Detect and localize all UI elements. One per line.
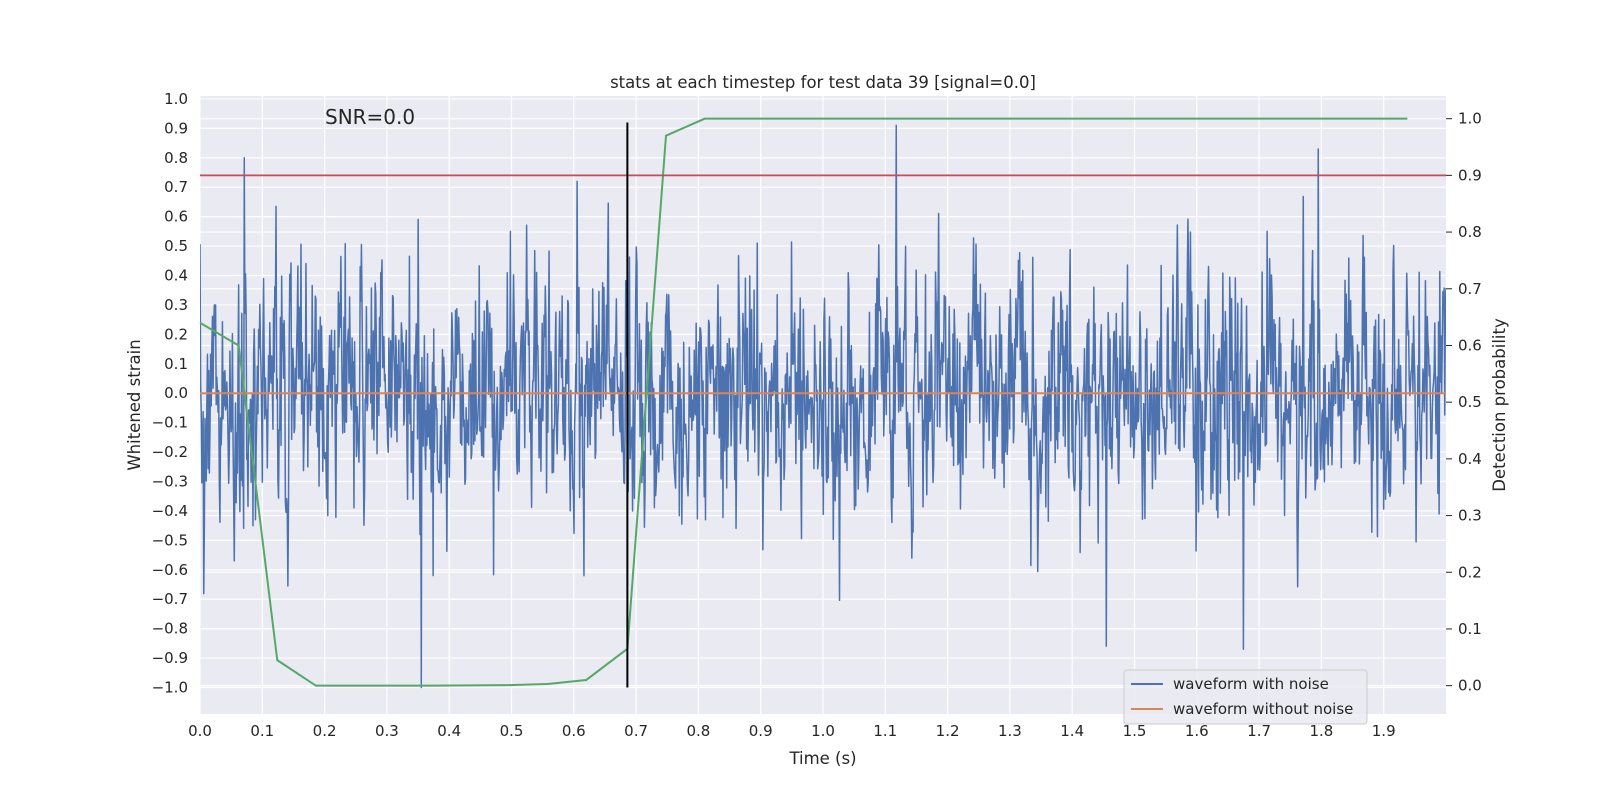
y-tick-label: 0.6: [164, 208, 188, 226]
series-waveform-with-noise: [200, 124, 1446, 689]
x-tick-label: 1.4: [1060, 722, 1084, 740]
y2-tick-label: 0.5: [1458, 393, 1482, 411]
x-tick-label: 1.3: [998, 722, 1022, 740]
x-tick-label: 1.0: [811, 722, 835, 740]
overlays: [200, 122, 1446, 688]
legend: waveform with noise waveform without noi…: [1123, 669, 1368, 725]
series-detection-probability: [199, 117, 1408, 687]
probability-line: [199, 117, 1408, 687]
y-tick-label: −0.8: [152, 620, 188, 638]
y-tick-label: 0.1: [164, 355, 188, 373]
y2-tick-label: 0.1: [1458, 620, 1482, 638]
y2-tick-label: 0.2: [1458, 563, 1482, 581]
x-tick-label: 0.1: [250, 722, 274, 740]
x-tick-label: 1.5: [1123, 722, 1147, 740]
y-tick-label: −0.9: [152, 649, 188, 667]
y-tick-label: −0.5: [152, 531, 188, 549]
y-tick-label: −0.3: [152, 473, 188, 491]
x-tick-label: 1.8: [1309, 722, 1333, 740]
y-tick-label: 0.9: [164, 119, 188, 137]
x-tick-label: 1.2: [936, 722, 960, 740]
y2-tick-label: 0.6: [1458, 336, 1482, 354]
x-tick-label: 1.1: [873, 722, 897, 740]
x-tick-label: 0.8: [686, 722, 710, 740]
x-tick-label: 0.3: [375, 722, 399, 740]
x-tick-label: 1.9: [1372, 722, 1396, 740]
noise-waveform-line: [200, 124, 1446, 689]
x-tick-label: 0.4: [437, 722, 461, 740]
y2-axis-label: Detection probability: [1490, 318, 1509, 492]
snr-annotation: SNR=0.0: [325, 105, 415, 129]
legend-box: [1123, 669, 1368, 725]
y-tick-label: 0.4: [164, 267, 188, 285]
y-tick-label: −0.2: [152, 443, 188, 461]
chart-title: stats at each timestep for test data 39 …: [610, 73, 1036, 92]
x-tick-label: 0.9: [749, 722, 773, 740]
y-tick-label: −0.7: [152, 590, 188, 608]
x-axis-label: Time (s): [788, 749, 856, 768]
x-tick-label: 0.7: [624, 722, 648, 740]
y-axis-label: Whitened strain: [125, 339, 144, 470]
y2-tick-label: 0.8: [1458, 223, 1482, 241]
y-tick-label: 0.0: [164, 384, 188, 402]
y2-tick-label: 0.4: [1458, 450, 1482, 468]
y2-tick-label: 1.0: [1458, 110, 1482, 128]
x-tick-label: 0.0: [188, 722, 212, 740]
x-tick-label: 1.7: [1247, 722, 1271, 740]
y2-tick-label: 0.7: [1458, 280, 1482, 298]
y-tick-label: 1.0: [164, 90, 188, 108]
y2-tick-label: 0.9: [1458, 166, 1482, 184]
y-tick-label: 0.2: [164, 325, 188, 343]
legend-label-clean: waveform without noise: [1173, 700, 1353, 718]
y-tick-label: −0.1: [152, 414, 188, 432]
legend-label-noise: waveform with noise: [1173, 675, 1329, 693]
y-tick-label: 0.8: [164, 149, 188, 167]
y-tick-label: −0.6: [152, 561, 188, 579]
y2-tick-label: 0.0: [1458, 677, 1482, 695]
x-tick-label: 0.5: [500, 722, 524, 740]
x-tick-label: 1.6: [1185, 722, 1209, 740]
x-tick-label: 0.6: [562, 722, 586, 740]
y2-tick-label: 0.3: [1458, 507, 1482, 525]
y-tick-label: −1.0: [152, 679, 188, 697]
y-tick-label: 0.7: [164, 178, 188, 196]
y-tick-label: 0.5: [164, 237, 188, 255]
axes: 0.0 0.1 0.2 0.3 0.4 0.5 0.6 0.7 0.8 0.9 1.0 1.1 1.2 1…: [152, 90, 1482, 740]
y-tick-label: 0.3: [164, 296, 188, 314]
x-tick-label: 0.2: [313, 722, 337, 740]
y-tick-label: −0.4: [152, 502, 188, 520]
